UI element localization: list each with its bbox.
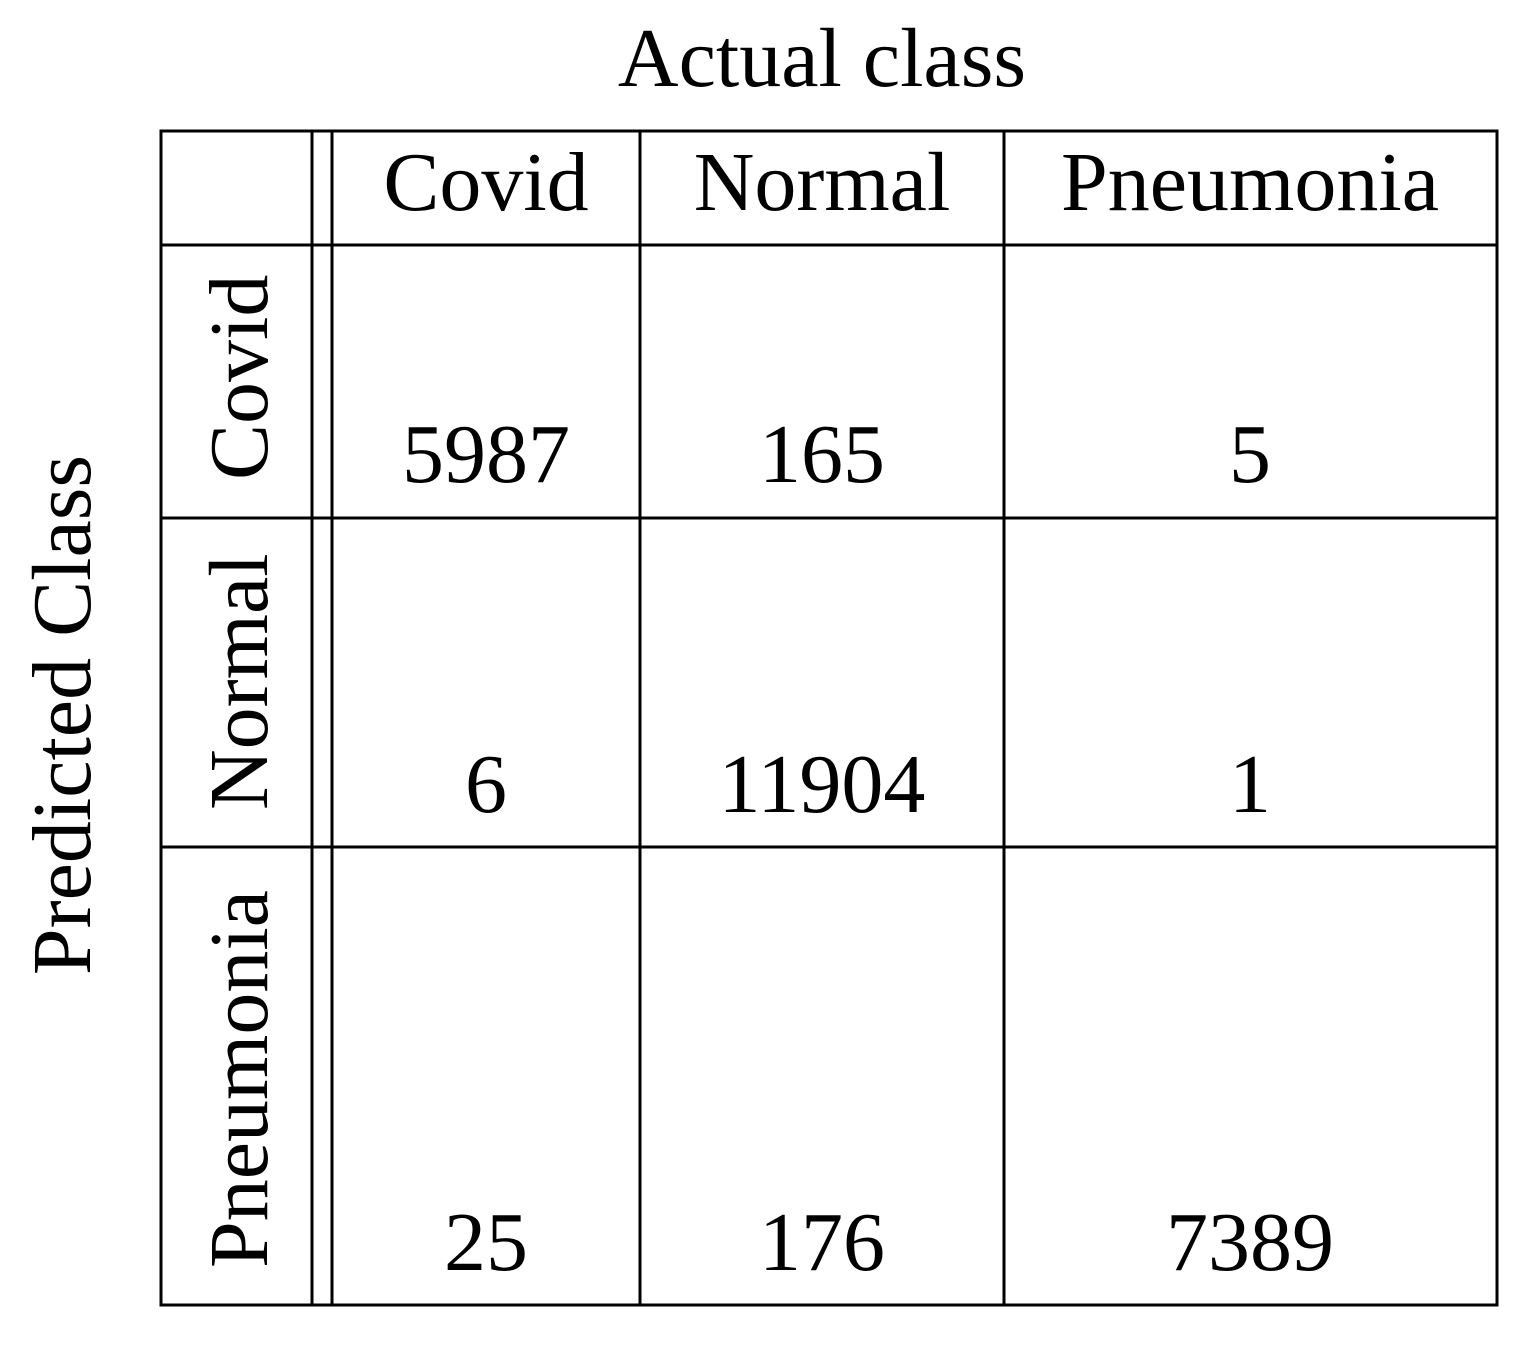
cell-value: 1 — [1229, 738, 1271, 831]
cell-value: 5 — [1229, 408, 1271, 501]
column-header: Normal — [694, 136, 951, 229]
row-title: Predicted Class — [16, 455, 109, 975]
cell-value: 176 — [759, 1196, 885, 1289]
cell-value: 25 — [444, 1196, 528, 1289]
table-border — [159, 129, 1499, 1307]
row-header: Pneumonia — [193, 890, 286, 1268]
column-header: Pneumonia — [1061, 136, 1439, 229]
cell-value: 165 — [759, 408, 885, 501]
cell-value: 6 — [465, 738, 507, 831]
cell-value: 11904 — [719, 738, 926, 831]
table-grid — [159, 129, 1499, 1307]
column-header: Covid — [383, 136, 588, 229]
column-title: Actual class — [618, 12, 1026, 105]
cell-value: 7389 — [1166, 1196, 1334, 1289]
cell-value: 5987 — [402, 408, 570, 501]
row-header: Covid — [193, 275, 286, 480]
row-header: Normal — [193, 553, 286, 810]
